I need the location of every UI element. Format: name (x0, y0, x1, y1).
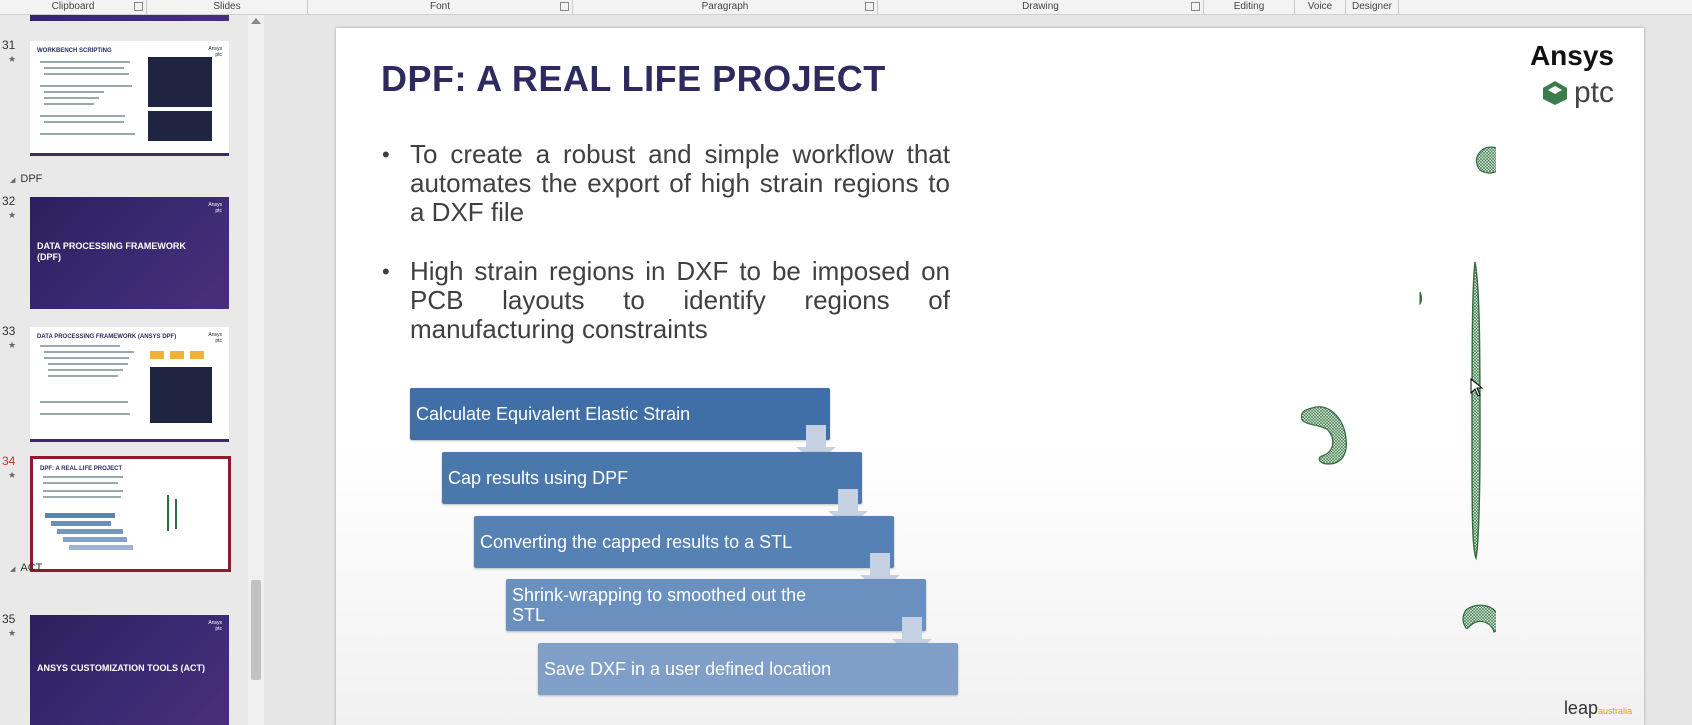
slide-number: 35 (2, 612, 16, 626)
ribbon-group-clipboard[interactable]: Clipboard (0, 0, 147, 14)
ptc-logo: ptc (1542, 76, 1614, 110)
process-step-2[interactable]: Cap results using DPF (442, 452, 862, 504)
process-step-label: Converting the capped results to a STL (480, 531, 793, 552)
collapse-triangle-icon[interactable]: ◢ (10, 177, 16, 184)
ribbon-group-label: Voice (1307, 1, 1333, 12)
thumbnail-title: ANSYS CUSTOMIZATION TOOLS (ACT) (37, 663, 205, 673)
ribbon-group-designer[interactable]: Designer (1346, 0, 1399, 14)
ribbon-group-label: Editing (1233, 1, 1265, 12)
ribbon-group-label: Font (429, 1, 450, 12)
thumbnail-title: DATA PROCESSING FRAMEWORK (DPF) (37, 241, 186, 262)
leap-australia-logo: leapaustralia (1563, 698, 1632, 718)
bullet-dot-icon: • (382, 259, 390, 284)
slide-thumbnail-35[interactable]: Ansys ptc ANSYS CUSTOMIZATION TOOLS (ACT) (30, 615, 229, 725)
slide-thumbnail-34-selected[interactable]: DPF: A REAL LIFE PROJECT (30, 456, 231, 572)
scrollbar-thumb[interactable] (251, 580, 261, 680)
ribbon-group-editing[interactable]: Editing (1204, 0, 1295, 14)
ribbon-group-paragraph[interactable]: Paragraph (573, 0, 878, 14)
process-step-1[interactable]: Calculate Equivalent Elastic Strain (410, 388, 830, 440)
process-step-label: Calculate Equivalent Elastic Strain (416, 403, 691, 424)
slide-number: 31 (2, 38, 16, 52)
section-header-dpf[interactable]: ◢ DPF (10, 173, 43, 185)
slide-thumbnail-pane[interactable]: 31 ★ WORKBENCH SCRIPTING Ansys ptc ◢ DPF 3… (0, 15, 248, 725)
process-step-label: Cap results using DPF (448, 467, 629, 488)
bullet-dot-icon: • (382, 142, 390, 167)
bullet-text: High strain regions in DXF to be imposed… (410, 256, 950, 344)
slide-thumbnail-33[interactable]: DATA PROCESSING FRAMEWORK (ANSYS DPF) An… (30, 327, 229, 442)
process-step-3[interactable]: Converting the capped results to a STL (474, 516, 894, 568)
ptc-icon (1542, 81, 1567, 105)
bullet-item[interactable]: • High strain regions in DXF to be impos… (382, 256, 950, 344)
slide-thumbnail-30[interactable] (30, 15, 229, 21)
transition-star-icon: ★ (8, 340, 17, 350)
process-step-5[interactable]: Save DXF in a user defined location (538, 643, 958, 695)
ribbon-group-label: Designer (1351, 1, 1393, 12)
thumbnail-logo: Ansys ptc (208, 202, 222, 214)
slide-number: 32 (2, 194, 16, 208)
dialog-launcher-icon[interactable] (560, 2, 569, 11)
mouse-cursor-icon (1470, 378, 1484, 397)
ribbon-bar: Clipboard Slides Font Paragraph Drawing … (0, 0, 1692, 15)
process-step-label: Shrink-wrapping to smoothed out the STL (512, 585, 807, 625)
dialog-launcher-icon[interactable] (134, 2, 143, 11)
ribbon-group-label: Paragraph (701, 1, 749, 12)
ribbon-group-drawing[interactable]: Drawing (878, 0, 1204, 14)
transition-star-icon: ★ (8, 54, 17, 64)
ribbon-group-slides[interactable]: Slides (147, 0, 308, 14)
ribbon-group-label: Slides (213, 1, 241, 12)
thumbnail-title: DATA PROCESSING FRAMEWORK (ANSYS DPF) (37, 334, 177, 340)
transition-star-icon: ★ (8, 210, 17, 220)
ribbon-group-label: Clipboard (51, 1, 95, 12)
ribbon-group-label: Drawing (1022, 1, 1059, 12)
ribbon-group-font[interactable]: Font (308, 0, 573, 14)
process-step-label: Save DXF in a user defined location (544, 658, 832, 679)
dialog-launcher-icon[interactable] (1191, 2, 1200, 11)
strain-mesh-image[interactable] (1096, 108, 1496, 688)
bullet-text: To create a robust and simple workflow t… (410, 139, 950, 227)
scroll-up-arrow-icon[interactable] (251, 18, 261, 24)
ansys-logo: Ansys (1529, 40, 1614, 71)
bullet-item[interactable]: • To create a robust and simple workflow… (382, 139, 950, 227)
thumbnail-logo: Ansys ptc (208, 620, 222, 632)
transition-star-icon: ★ (8, 470, 17, 480)
slide-thumbnail-32[interactable]: Ansys ptc DATA PROCESSING FRAMEWORK (DPF) (30, 197, 229, 309)
slide-title[interactable]: DPF: A REAL LIFE PROJECT (381, 58, 886, 99)
section-header-act[interactable]: ◢ ACT (10, 562, 43, 574)
collapse-triangle-icon[interactable]: ◢ (10, 566, 16, 573)
dialog-launcher-icon[interactable] (865, 2, 874, 11)
transition-star-icon: ★ (8, 628, 17, 638)
thumbnail-title: DPF: A REAL LIFE PROJECT (40, 466, 123, 472)
slide-thumbnail-31[interactable]: WORKBENCH SCRIPTING Ansys ptc (30, 41, 229, 156)
slide-number: 34 (2, 454, 16, 468)
thumbnail-logo: Ansys ptc (208, 332, 222, 344)
slide-number: 33 (2, 324, 16, 338)
thumbnail-logo: Ansys ptc (208, 46, 222, 58)
thumbnail-scrollbar[interactable] (248, 15, 264, 725)
thumbnail-title: WORKBENCH SCRIPTING (37, 48, 112, 54)
ribbon-group-voice[interactable]: Voice (1295, 0, 1346, 14)
process-step-4[interactable]: Shrink-wrapping to smoothed out the STL (506, 579, 926, 631)
slide-canvas[interactable]: DPF: A REAL LIFE PROJECT • To create a r… (336, 28, 1644, 725)
